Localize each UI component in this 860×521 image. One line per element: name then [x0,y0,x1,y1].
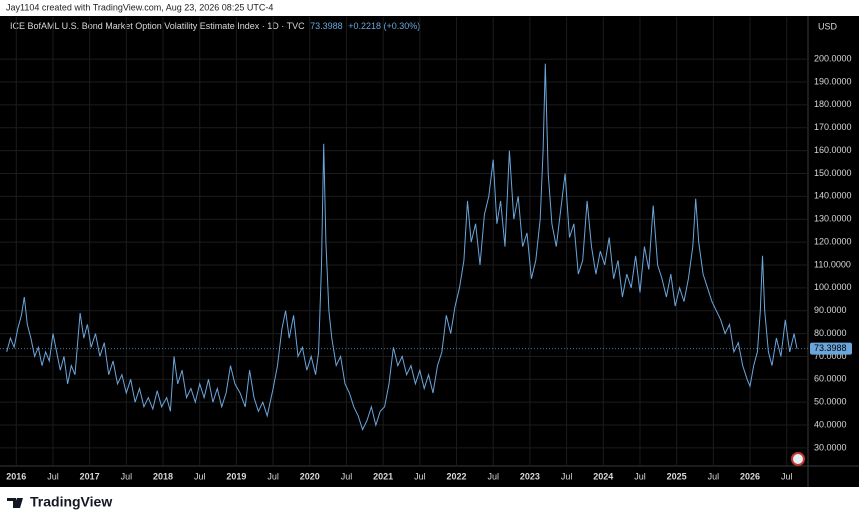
last-price-box [810,342,852,355]
x-tick-label: 2020 [300,471,320,481]
y-tick-label: 40.0000 [814,419,847,429]
x-tick-label: 2018 [153,471,173,481]
x-tick-label: 2023 [520,471,540,481]
x-tick-label: Jul [341,471,353,481]
y-tick-label: 150.0000 [814,168,852,178]
y-tick-label: 90.0000 [814,305,847,315]
x-tick-label: 2019 [226,471,246,481]
x-tick-label: Jul [634,471,646,481]
x-tick-label: Jul [121,471,133,481]
y-tick-label: 80.0000 [814,328,847,338]
y-tick-label: 140.0000 [814,191,852,201]
x-tick-label: 2024 [593,471,613,481]
x-tick-label: Jul [708,471,720,481]
y-tick-label: 50.0000 [814,397,847,407]
logo: TradingView [7,494,112,510]
x-tick-label: 2025 [667,471,687,481]
event-icon [791,452,805,466]
y-tick-label: 180.0000 [814,99,852,109]
plot: 30.0000 40.0000 50.0000 60.0000 70.0000 80.00… [0,17,852,481]
price-line [6,63,798,431]
footer: TradingView [30,494,112,510]
chart-panel [0,16,859,487]
change: +0.2218 (+0.30%) [348,21,420,31]
x-tick-label: Jul [781,471,793,481]
y-tick-label: 110.0000 [814,259,851,269]
x-tick-label: 2017 [80,471,100,481]
symbol-info: ICE BofAML U.S. Bond Market Option Volat… [10,21,305,31]
y-tick-label: 120.0000 [814,236,852,246]
x-tick-label: 2022 [447,471,467,481]
currency: USD [818,21,838,31]
header: Jay1104 created with TradingView.com, Au… [6,2,273,12]
x-tick-label: 2016 [6,471,26,481]
y-tick-label: 170.0000 [814,122,852,132]
y-tick-label: 30.0000 [814,442,847,452]
y-tick-label: 190.0000 [814,76,852,86]
last-value: 73.3988 [310,21,343,31]
y-tick-label: 160.0000 [814,145,852,155]
x-tick-label: Jul [194,471,206,481]
y-tick-label: 200.0000 [814,53,852,63]
x-tick-label: Jul [267,471,279,481]
x-tick-label: Jul [47,471,59,481]
x-tick-label: Jul [561,471,573,481]
x-tick-label: 2021 [373,471,393,481]
last-price-label: 73.3988 [814,343,847,353]
legend: ICE BofAML U.S. Bond Market Option Volat… [10,21,420,31]
x-tick-label: Jul [487,471,499,481]
logo-mark [7,498,23,508]
y-tick-label: 70.0000 [814,351,847,361]
y-tick-label: 100.0000 [814,282,852,292]
x-tick-label: Jul [414,471,426,481]
x-tick-label: 2026 [740,471,760,481]
y-tick-label: 60.0000 [814,374,847,384]
y-tick-label: 130.0000 [814,214,852,224]
